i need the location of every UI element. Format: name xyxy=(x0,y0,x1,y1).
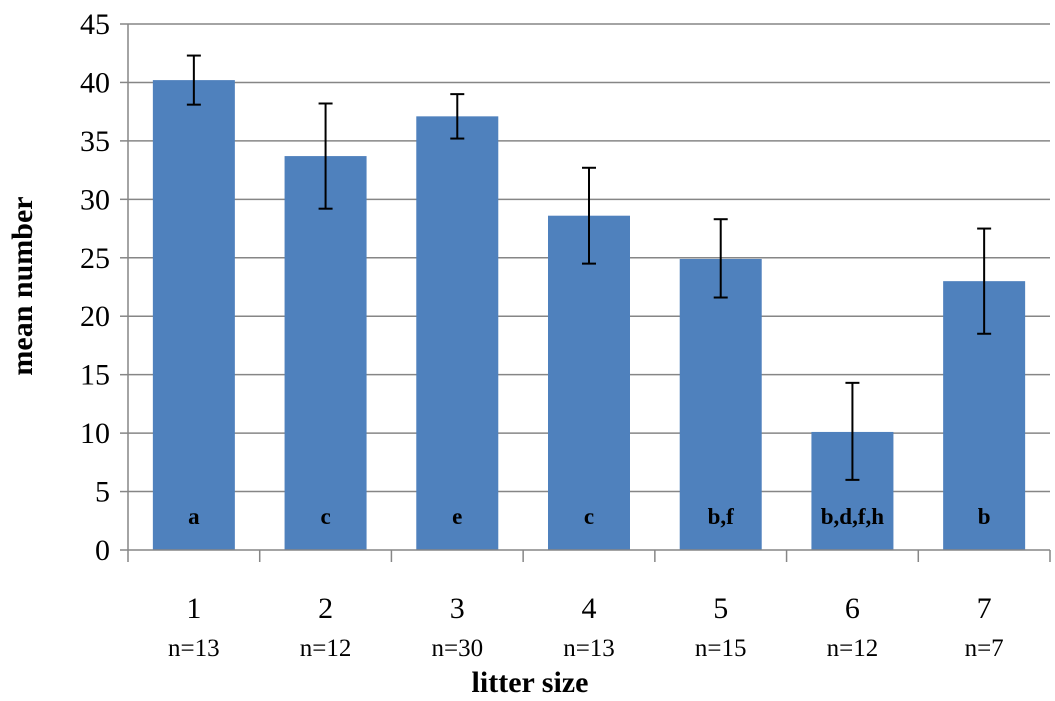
x-category-label: 6 xyxy=(845,592,860,625)
x-category-label: 1 xyxy=(186,592,201,625)
sample-size-labels: n=13 n=12 n=30 n=13 n=15 n=12 n=7 xyxy=(168,635,1004,662)
x-axis-title: litter size xyxy=(472,666,589,699)
y-tick-label: 30 xyxy=(80,183,110,216)
significance-label: c xyxy=(320,504,330,529)
bar-3 xyxy=(416,116,499,550)
bar-4 xyxy=(548,215,630,550)
sample-size-label: n=13 xyxy=(168,635,220,662)
bars xyxy=(152,80,1026,551)
x-category-labels: 1 2 3 4 5 6 7 xyxy=(186,592,991,625)
sample-size-label: n=13 xyxy=(563,635,615,662)
bar-5 xyxy=(679,258,762,550)
sample-size-label: n=15 xyxy=(695,635,747,662)
y-tick-label: 20 xyxy=(80,300,110,333)
y-tick-labels: 0 5 10 15 20 25 30 35 40 45 xyxy=(80,8,110,567)
significance-label: b,d,f,h xyxy=(821,504,884,529)
significance-label: a xyxy=(188,504,200,529)
significance-label: e xyxy=(452,504,462,529)
significance-label: b,f xyxy=(708,504,735,529)
sample-size-label: n=7 xyxy=(965,635,1004,662)
x-category-label: 2 xyxy=(318,592,333,625)
y-tick-label: 0 xyxy=(95,534,110,567)
bar-2 xyxy=(284,156,367,550)
y-tick-label: 45 xyxy=(80,8,110,41)
y-tick-label: 10 xyxy=(80,417,110,450)
y-axis-title: mean number xyxy=(6,196,39,375)
y-tick-label: 15 xyxy=(80,359,110,392)
y-tick-label: 25 xyxy=(80,242,110,275)
sample-size-label: n=12 xyxy=(300,635,352,662)
x-category-label: 5 xyxy=(713,592,728,625)
significance-label: b xyxy=(978,504,991,529)
x-category-label: 4 xyxy=(582,592,597,625)
y-tick-label: 40 xyxy=(80,66,110,99)
y-tick-label: 35 xyxy=(80,125,110,158)
significance-label: c xyxy=(584,504,594,529)
x-category-label: 7 xyxy=(977,592,992,625)
significance-labels: a c e c b,f b,d,f,h b xyxy=(188,504,990,529)
error-bars xyxy=(186,54,992,481)
y-tick-label: 5 xyxy=(95,476,110,509)
bar-1 xyxy=(152,80,235,551)
sample-size-label: n=30 xyxy=(431,635,483,662)
x-category-label: 3 xyxy=(450,592,465,625)
axes xyxy=(120,23,1051,562)
sample-size-label: n=12 xyxy=(827,635,879,662)
